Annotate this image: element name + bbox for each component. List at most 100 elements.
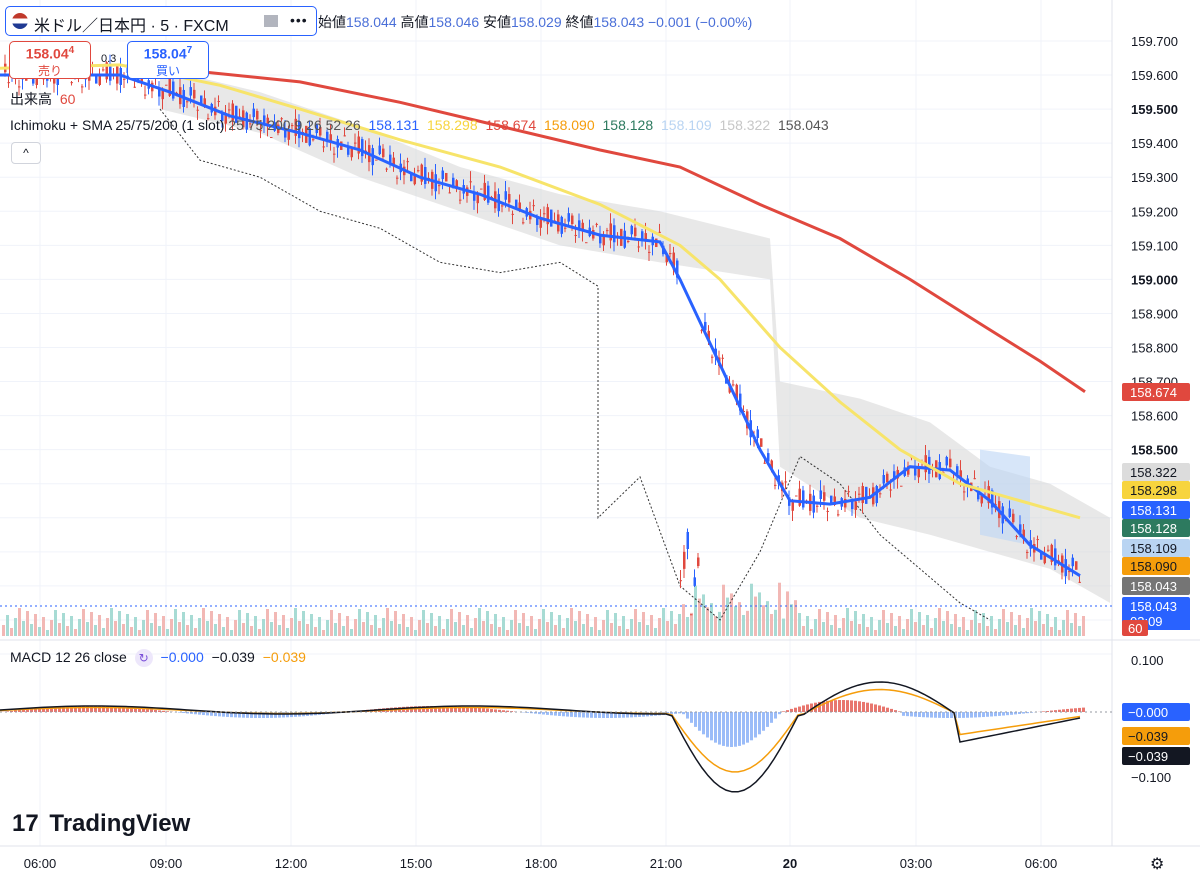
macd-tag [1122, 727, 1190, 745]
macd-histogram-bar [86, 706, 89, 712]
volume-bar [462, 625, 465, 636]
macd-histogram-bar [442, 706, 445, 712]
indicator-value: 158.043 [778, 117, 829, 133]
volume-bar [282, 615, 285, 636]
candle-body [263, 115, 266, 124]
candle-body [168, 78, 171, 96]
candle-body [676, 260, 679, 278]
macd-histogram-bar [918, 712, 921, 717]
volume-bar [1070, 623, 1073, 636]
volume-bar [346, 616, 349, 636]
volume-bar [10, 628, 13, 636]
candle-body [469, 181, 472, 183]
candle-body [200, 95, 203, 105]
volume-bar [894, 626, 897, 636]
price-tick-label: 158.900 [1131, 306, 1178, 321]
high-value: 158.046 [428, 14, 480, 30]
macd-histogram-bar [714, 712, 717, 743]
volume-bar [466, 615, 469, 636]
volume-bar [426, 623, 429, 636]
candle-body [511, 213, 514, 215]
indicator-legend[interactable]: Ichimoku + SMA 25/75/200 (1 slot) 25 75 … [10, 117, 829, 133]
candle-body [977, 490, 980, 500]
macd-signal-value: −0.039 [262, 649, 306, 665]
volume-bar [126, 614, 129, 636]
macd-histogram-bar [746, 712, 749, 743]
macd-histogram-bar [890, 708, 893, 712]
volume-bar [714, 616, 717, 636]
volume-bar [690, 612, 693, 636]
sma-line [199, 70, 1086, 394]
macd-histogram-bar [686, 712, 689, 719]
macd-legend[interactable]: MACD 12 26 close ↻ −0.000 −0.039 −0.039 [10, 649, 306, 668]
more-icon[interactable]: ••• [290, 12, 308, 28]
volume-bar [262, 619, 265, 636]
price-tag [1122, 519, 1190, 537]
macd-settings-icon[interactable]: ↻ [134, 649, 153, 668]
volume-bar [1050, 627, 1053, 636]
macd-histogram-bar [934, 712, 937, 718]
candle-body [770, 460, 773, 469]
candle-body [35, 76, 38, 85]
macd-histogram-bar [238, 712, 241, 718]
volume-bar [46, 630, 49, 636]
candle-body [532, 205, 535, 207]
candle-body [228, 109, 231, 111]
price-tick-label: 159.600 [1131, 68, 1178, 83]
candle-body [564, 227, 567, 229]
volume-bar [258, 629, 261, 636]
brand-name: TradingView [49, 810, 191, 837]
volume-bar [178, 622, 181, 636]
macd-histogram-bar [182, 712, 185, 714]
volume-legend[interactable]: 出来高 60 [10, 89, 75, 109]
macd-histogram-bar [782, 711, 785, 712]
candle-body [634, 227, 637, 237]
price-tag [1122, 597, 1190, 615]
volume-bar [1074, 613, 1077, 636]
volume-bar [1014, 625, 1017, 636]
price-tick-label: 159.200 [1131, 204, 1178, 219]
volume-bar [602, 620, 605, 636]
volume-bar [518, 623, 521, 636]
macd-histogram-bar [242, 712, 245, 718]
buy-button[interactable]: 158.047 買い [127, 41, 209, 79]
volume-bar [422, 610, 425, 636]
volume-bar [362, 622, 365, 636]
candle-body [602, 236, 605, 246]
macd-histogram-bar [786, 710, 789, 712]
collapse-legend-button[interactable]: ^ [11, 142, 41, 164]
symbol-search-box[interactable]: 米ドル／日本円 · 5 · FXCM ••• [5, 6, 317, 36]
macd-histogram-bar [862, 701, 865, 712]
volume-bar [562, 628, 565, 636]
macd-histogram-bar [874, 704, 877, 712]
macd-tag [1122, 747, 1190, 765]
macd-histogram-bar [102, 706, 105, 712]
volume-bar [1038, 611, 1041, 636]
candle-body [900, 485, 903, 487]
macd-histogram-bar [222, 712, 225, 717]
candle-body [567, 213, 570, 222]
macd-histogram-bar [62, 706, 65, 712]
tradingview-logo-icon: 17 [12, 810, 39, 837]
macd-histogram-bar [794, 707, 797, 712]
sell-button[interactable]: 158.044 売り [9, 41, 91, 79]
volume-bar [450, 609, 453, 636]
macd-histogram-bar [186, 712, 189, 714]
candle-body [697, 557, 700, 567]
volume-bar [586, 614, 589, 636]
price-tick-label: 158.600 [1131, 409, 1178, 424]
volume-bar [114, 621, 117, 636]
macd-histogram-bar [762, 712, 765, 731]
macd-histogram-bar [962, 712, 965, 718]
macd-histogram-bar [1062, 709, 1065, 712]
volume-bar [314, 627, 317, 636]
flag-marker-icon[interactable] [264, 15, 278, 27]
macd-histogram-bar [82, 706, 85, 712]
sell-label: 売り [37, 63, 62, 78]
candle-body [791, 502, 794, 511]
candle-body [956, 466, 959, 475]
settings-gear-icon[interactable]: ⚙ [1150, 856, 1165, 873]
volume-bar [786, 591, 789, 636]
macd-histogram-bar [162, 710, 165, 712]
